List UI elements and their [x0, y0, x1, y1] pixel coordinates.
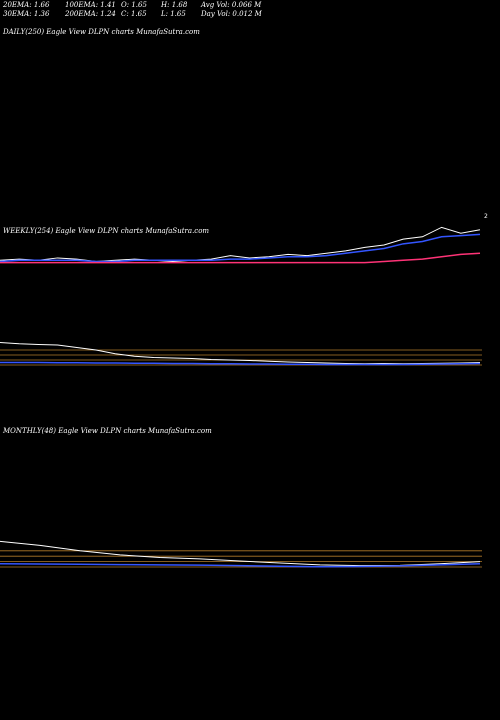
monthly-indicator-series-1	[0, 563, 481, 568]
weekly-price-series-2	[0, 252, 481, 264]
weekly-axis-tick: 2	[484, 213, 488, 220]
weekly-chart-title: WEEKLY(254) Eagle View DLPN charts Munaf…	[3, 227, 210, 235]
weekly-price-series-1	[0, 233, 481, 263]
open-label: O: 1.65	[121, 1, 147, 9]
high-label: H: 1.68	[161, 1, 188, 9]
ema20-label: 20EMA: 1.66	[3, 1, 50, 9]
daily-chart-title: DAILY(250) Eagle View DLPN charts Munafa…	[3, 28, 200, 36]
ema100-label: 100EMA: 1.41	[65, 1, 116, 9]
close-label: C: 1.65	[121, 10, 147, 18]
weekly-price-series-0	[0, 226, 481, 262]
avgvol-label: Avg Vol: 0.066 M	[201, 1, 262, 9]
monthly-chart-title: MONTHLY(48) Eagle View DLPN charts Munaf…	[3, 427, 212, 435]
weekly-indicator-series-0	[0, 342, 481, 365]
ema200-label: 200EMA: 1.24	[65, 10, 116, 18]
weekly-indicator-series-1	[0, 361, 481, 366]
low-label: L: 1.65	[161, 10, 186, 18]
ema30-label: 30EMA: 1.36	[3, 10, 50, 18]
dayvol-label: Day Vol: 0.012 M	[201, 10, 262, 18]
monthly-indicator-series-0	[0, 540, 481, 567]
